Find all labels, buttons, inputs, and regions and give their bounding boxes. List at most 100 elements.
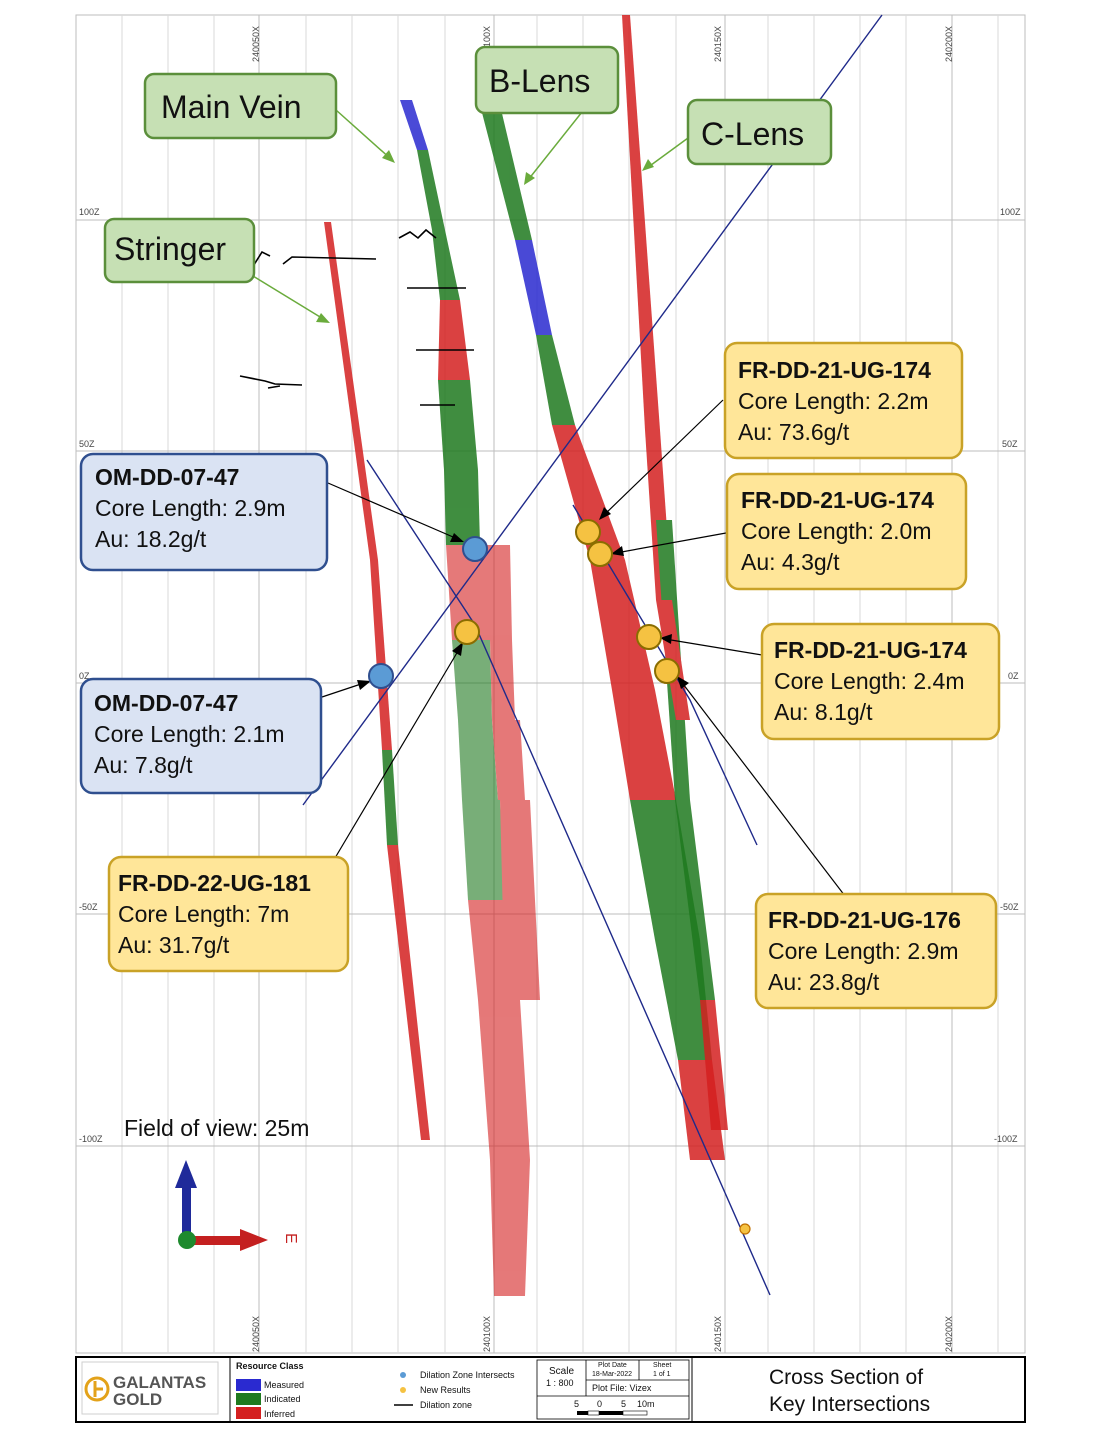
dilation-zone-lines [239, 228, 474, 406]
callout-om-dd-07-47-upper: OM-DD-07-47 Core Length: 2.9m Au: 18.2g/… [79, 452, 329, 572]
c-lens-block [622, 15, 660, 430]
z-label-right-4: -50Z [1000, 902, 1019, 912]
x-label-top-3: 240150X [713, 26, 723, 62]
east-axis-shaft [187, 1236, 243, 1245]
main-vein-lens [400, 100, 480, 545]
leader-om-dd-07-47-a [327, 482, 461, 541]
callout-fr-dd-21-ug-174-c: FR-DD-21-UG-174 Core Length: 2.4m Au: 8.… [760, 622, 1001, 741]
label-main-vein: Main Vein [143, 72, 338, 140]
main-vein-lower-body-block [500, 800, 540, 1000]
sheet-value: 1 of 1 [653, 1371, 671, 1378]
b-lens-block [552, 425, 625, 560]
callout-fr-dd-21-ug-174-a: FR-DD-21-UG-174 Core Length: 2.2m Au: 73… [723, 341, 964, 460]
stringer-lens-block [387, 845, 430, 1140]
callout-hole-id: FR-DD-21-UG-176 [768, 907, 961, 933]
z-label-left-4: -50Z [79, 902, 98, 912]
leader-fr-dd-21-ug-176 [679, 679, 846, 897]
z-axis-labels-left: 100Z 50Z 0Z -50Z -100Z [79, 207, 103, 1144]
new-result-marker [587, 541, 613, 567]
legend-new-result-icon [400, 1387, 406, 1393]
scale-tick-1: 5 [574, 1399, 579, 1409]
callout-au-grade: Au: 7.8g/t [94, 752, 193, 778]
arrowhead [660, 634, 672, 644]
new-result-marker [636, 624, 662, 650]
z-label-left-1: 100Z [79, 207, 100, 217]
callout-hole-id: FR-DD-21-UG-174 [741, 487, 934, 513]
east-label: E [282, 1233, 299, 1244]
intercept-leaders [321, 399, 846, 897]
arrowhead [642, 159, 654, 171]
new-result-marker [654, 658, 680, 684]
callout-core-length: Core Length: 2.2m [738, 388, 929, 414]
dilation-zone-mark [282, 256, 377, 265]
stringer-lens-block [370, 560, 392, 750]
main-vein-lower-body-block [458, 720, 498, 800]
ore-lenses [324, 15, 728, 1296]
callout-core-length: Core Length: 7m [118, 901, 289, 927]
up-axis-shaft [182, 1185, 191, 1241]
main-vein-lower-body [446, 545, 540, 1296]
scale-value: 1 : 800 [546, 1378, 574, 1388]
callout-core-length: Core Length: 2.0m [741, 518, 932, 544]
logo-frame [81, 1361, 219, 1415]
z-label-right-5: -100Z [994, 1134, 1018, 1144]
z-axis-labels-right: 100Z 50Z 0Z -50Z -100Z [994, 207, 1021, 1144]
new-result-marker [739, 1223, 751, 1235]
x-label-bottom-4: 240200X [944, 1316, 954, 1352]
callout-hole-id: OM-DD-07-47 [95, 464, 239, 490]
main-vein-lens-block [417, 150, 445, 230]
sheet-label: Sheet [653, 1362, 671, 1369]
main-vein-lower-body-block [490, 1160, 530, 1296]
main-vein-lower-body-block [462, 800, 505, 900]
main-vein-lens-block [432, 230, 460, 300]
callout-hole-id: OM-DD-07-47 [94, 690, 238, 716]
callout-fr-dd-21-ug-176: FR-DD-21-UG-176 Core Length: 2.9m Au: 23… [754, 892, 998, 1010]
callout-fr-dd-21-ug-174-b: FR-DD-21-UG-174 Core Length: 2.0m Au: 4.… [725, 472, 968, 591]
x-axis-labels-bottom: 240050X 240100X 240150X 240200X [251, 1316, 954, 1352]
leader-b-lens [527, 111, 583, 181]
scale-tick-2: 0 [597, 1399, 602, 1409]
z-label-right-3: 0Z [1008, 671, 1019, 681]
arrowhead [316, 313, 330, 323]
drill-trace-fr-dd-22-ug-181 [366, 459, 771, 1296]
scale-tick-3: 5 [621, 1399, 626, 1409]
x-label-bottom-1: 240050X [251, 1316, 261, 1352]
x-label-top-4: 240200X [944, 26, 954, 62]
title-line-2: Key Intersections [769, 1393, 930, 1416]
callout-fr-dd-22-ug-181: FR-DD-22-UG-181 Core Length: 7m Au: 31.7… [107, 855, 350, 973]
legend-dilation-intersect-icon [400, 1372, 406, 1378]
title-block: GALANTAS GOLD Resource Class Measured In… [75, 1356, 1026, 1423]
dilation-intersect-marker [462, 536, 488, 562]
arrowhead [524, 172, 535, 185]
origin-marker [178, 1231, 196, 1249]
z-label-right-2: 50Z [1002, 439, 1018, 449]
label-stringer: Stringer [103, 217, 256, 284]
stringer-lens [324, 222, 430, 1140]
plot-file: Plot File: Vizex [592, 1383, 652, 1393]
legend-swatch-indicated [236, 1393, 261, 1405]
b-lens-block [515, 240, 552, 335]
arrowhead [677, 676, 689, 689]
plot-date-value: 18-Mar-2022 [592, 1371, 632, 1378]
dilation-zone-mark [251, 250, 271, 269]
main-vein-lower-body-block [468, 900, 505, 1000]
main-vein-lower-body-block [478, 1000, 530, 1160]
grid-frame [75, 14, 1026, 1354]
label-c-lens-text: C-Lens [701, 116, 804, 152]
legend-label-indicated: Indicated [264, 1394, 301, 1404]
b-lens-block [480, 105, 532, 240]
scale-label: Scale [549, 1366, 574, 1377]
scale-bar [577, 1410, 648, 1416]
arrowhead [599, 507, 611, 520]
legend-dilation-intersect-label: Dilation Zone Intersects [420, 1370, 515, 1380]
galantas-logo-mark [93, 1381, 103, 1397]
label-c-lens: C-Lens [686, 98, 833, 166]
z-label-left-2: 50Z [79, 439, 95, 449]
label-main-vein-text: Main Vein [161, 89, 302, 125]
lens-leaders [252, 109, 689, 323]
arrowhead [382, 150, 395, 163]
drill-trace-fr-dd-21-ug-174 [572, 504, 758, 846]
intercept-markers [368, 519, 751, 1235]
b-lens-block [536, 335, 575, 425]
main-vein-lens-block [438, 380, 478, 470]
